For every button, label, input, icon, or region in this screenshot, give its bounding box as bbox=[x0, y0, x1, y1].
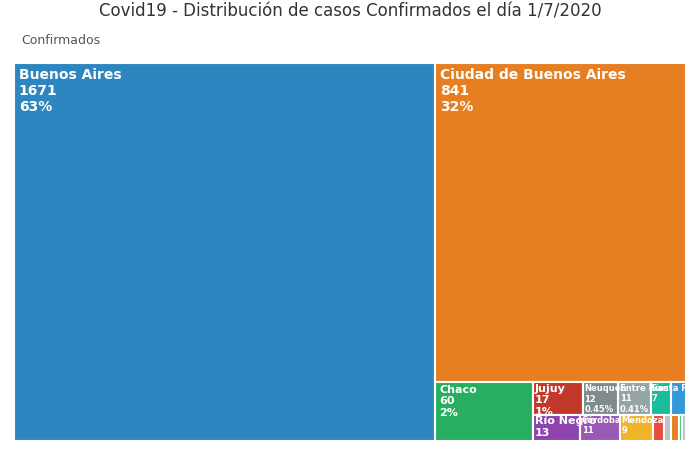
Text: Entre Ríos
11
0.41%: Entre Ríos 11 0.41% bbox=[620, 384, 668, 414]
FancyBboxPatch shape bbox=[14, 63, 435, 441]
Text: Chaco
60
2%: Chaco 60 2% bbox=[439, 385, 477, 418]
Text: Ciudad de Buenos Aires
841
32%: Ciudad de Buenos Aires 841 32% bbox=[440, 68, 626, 114]
FancyBboxPatch shape bbox=[671, 415, 679, 441]
Text: Mendoza
9: Mendoza 9 bbox=[622, 416, 664, 435]
FancyBboxPatch shape bbox=[435, 63, 686, 382]
Text: Neuquén
12
0.45%: Neuquén 12 0.45% bbox=[584, 384, 627, 414]
Text: Río Negro
13: Río Negro 13 bbox=[535, 416, 596, 438]
FancyBboxPatch shape bbox=[435, 382, 533, 441]
FancyBboxPatch shape bbox=[671, 382, 686, 415]
FancyBboxPatch shape bbox=[653, 415, 664, 441]
Text: Buenos Aires
1671
63%: Buenos Aires 1671 63% bbox=[19, 68, 121, 114]
FancyBboxPatch shape bbox=[651, 382, 671, 415]
Text: Covid19 - Distribución de casos Confirmados el día 1/7/2020: Covid19 - Distribución de casos Confirma… bbox=[99, 2, 601, 20]
Text: Santa Fe
7: Santa Fe 7 bbox=[652, 384, 693, 403]
FancyBboxPatch shape bbox=[618, 382, 651, 415]
FancyBboxPatch shape bbox=[620, 415, 653, 441]
Text: Jujuy
17
1%: Jujuy 17 1% bbox=[535, 384, 566, 417]
FancyBboxPatch shape bbox=[583, 382, 618, 415]
FancyBboxPatch shape bbox=[679, 415, 682, 441]
FancyBboxPatch shape bbox=[533, 382, 583, 415]
Text: Confirmados: Confirmados bbox=[21, 34, 100, 47]
Text: Córdoba
11: Córdoba 11 bbox=[582, 416, 622, 435]
FancyBboxPatch shape bbox=[664, 415, 671, 441]
FancyBboxPatch shape bbox=[580, 415, 620, 441]
FancyBboxPatch shape bbox=[682, 415, 686, 441]
FancyBboxPatch shape bbox=[533, 415, 580, 441]
